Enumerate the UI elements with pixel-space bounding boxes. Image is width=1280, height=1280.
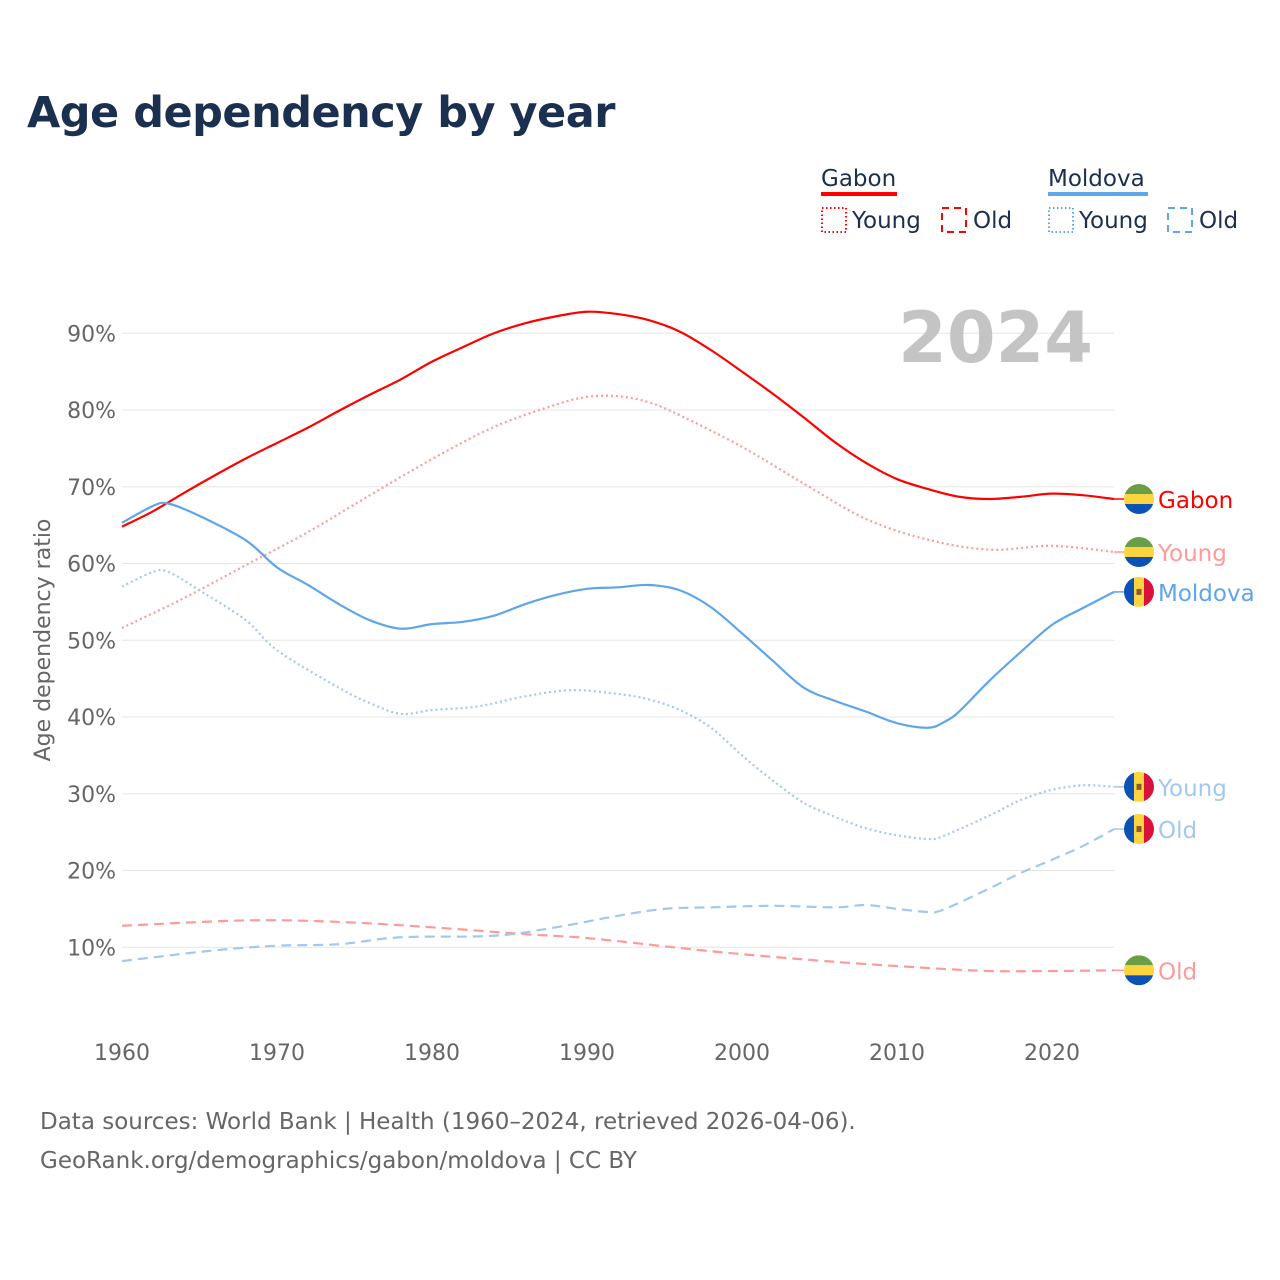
flag-stripe <box>1124 556 1154 567</box>
flag-body <box>1124 955 1154 986</box>
end-label: Gabon <box>1158 488 1233 514</box>
flag-body <box>1124 484 1154 515</box>
flag-stripe <box>1124 771 1134 802</box>
flag-stripe <box>1144 576 1154 607</box>
legend-young-label: Young <box>1078 208 1148 234</box>
y-tick-label: 60% <box>67 553 116 578</box>
moldova-flag-icon <box>1124 814 1154 845</box>
flag-body <box>1124 771 1154 802</box>
series-line-moldova-young <box>121 568 1115 841</box>
legend-old-label: Old <box>973 208 1012 234</box>
x-tick-label: 1990 <box>559 1041 615 1066</box>
flag-stripe <box>1124 955 1154 966</box>
legend-old-label: Old <box>1199 208 1238 234</box>
x-tick-label: 2010 <box>869 1041 925 1066</box>
end-label: Old <box>1158 818 1197 844</box>
flag-stripe <box>1144 814 1154 845</box>
legend-underline <box>821 192 897 196</box>
legend-dashed-swatch <box>1167 207 1193 233</box>
flag-stripe <box>1144 771 1154 802</box>
flag-stripe <box>1124 576 1134 607</box>
moldova-flag-icon <box>1124 576 1154 607</box>
end-label: Young <box>1157 541 1227 567</box>
end-label: Old <box>1158 959 1197 985</box>
flag-emblem <box>1136 588 1142 595</box>
legend-young-label: Young <box>851 208 921 234</box>
footer-source: Data sources: World Bank | Health (1960–… <box>40 1109 856 1135</box>
flag-body <box>1124 576 1154 607</box>
legend-gabon: Gabon <box>821 166 896 192</box>
end-label: Young <box>1157 776 1227 802</box>
moldova-flag-icon <box>1124 771 1154 802</box>
legend-dotted-swatch <box>821 207 847 233</box>
footer-link[interactable]: GeoRank.org/demographics/gabon/moldova |… <box>40 1148 637 1174</box>
year-watermark: 2024 <box>898 297 1093 379</box>
gabon-flag-icon <box>1124 536 1154 567</box>
flag-emblem <box>1136 826 1142 833</box>
flag-stripe <box>1124 484 1154 495</box>
y-tick-label: 90% <box>67 322 116 347</box>
series-line-gabon <box>121 310 1115 528</box>
flag-stripe <box>1124 546 1154 557</box>
legend-dashed-swatch <box>941 207 967 233</box>
flag-stripe <box>1124 965 1154 976</box>
flag-stripe <box>1124 975 1154 986</box>
series-line-gabon-young <box>121 394 1115 629</box>
flag-body <box>1124 536 1154 567</box>
y-tick-label: 30% <box>67 783 116 808</box>
x-tick-label: 2020 <box>1024 1041 1080 1066</box>
x-tick-label: 1980 <box>404 1041 460 1066</box>
series-line-moldova <box>121 501 1115 729</box>
y-axis-label: Age dependency ratio <box>31 519 56 762</box>
y-tick-label: 70% <box>67 476 116 501</box>
y-tick-label: 40% <box>67 706 116 731</box>
y-tick-label: 20% <box>67 860 116 885</box>
chart-title: Age dependency by year <box>27 88 615 138</box>
gabon-flag-icon <box>1124 955 1154 986</box>
x-tick-label: 1970 <box>249 1041 305 1066</box>
legend-dotted-swatch <box>1048 207 1074 233</box>
flag-body <box>1124 814 1154 845</box>
x-tick-label: 2000 <box>714 1041 770 1066</box>
flag-stripe <box>1124 536 1154 547</box>
legend-underline <box>1048 192 1148 196</box>
legend-moldova: Moldova <box>1048 166 1145 192</box>
flag-stripe <box>1124 504 1154 515</box>
series-line-gabon-old <box>121 919 1115 973</box>
y-tick-label: 10% <box>67 936 116 961</box>
flag-stripe <box>1124 494 1154 505</box>
x-tick-label: 1960 <box>94 1041 150 1066</box>
y-tick-label: 50% <box>67 629 116 654</box>
flag-stripe <box>1124 814 1134 845</box>
series-line-moldova-old <box>121 828 1115 963</box>
end-label: Moldova <box>1158 581 1255 607</box>
gabon-flag-icon <box>1124 484 1154 515</box>
flag-emblem <box>1136 783 1142 790</box>
y-tick-label: 80% <box>67 399 116 424</box>
